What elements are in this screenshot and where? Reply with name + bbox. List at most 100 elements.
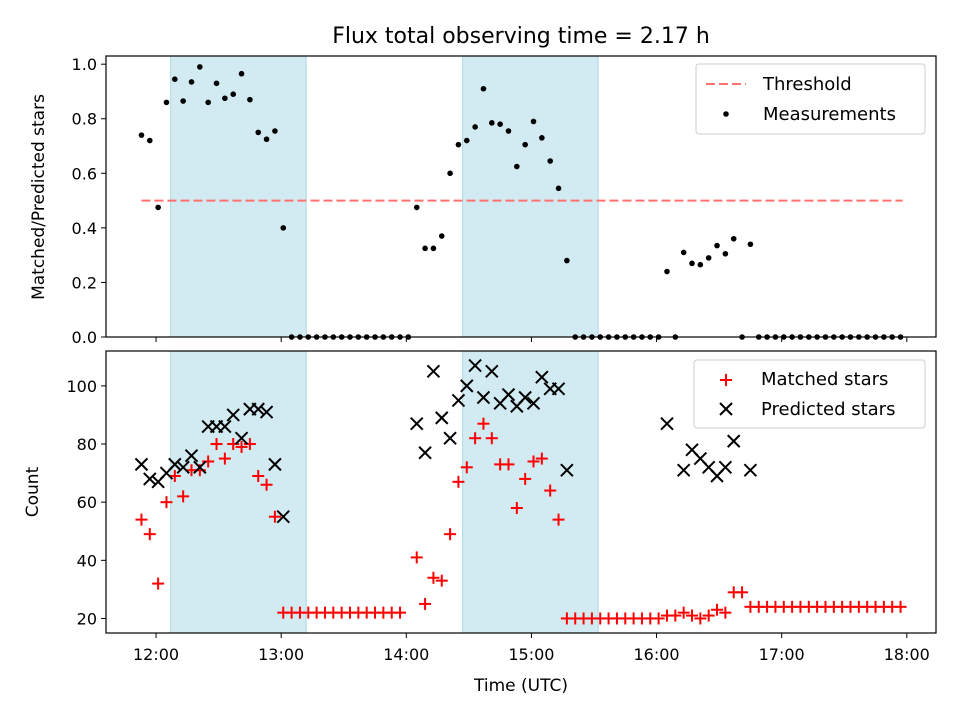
measurement-point bbox=[497, 121, 503, 128]
time-xtick-label: 18:00 bbox=[884, 645, 930, 664]
measurement-point bbox=[705, 255, 712, 261]
observing-band-1 bbox=[170, 55, 307, 338]
count-axes: 20 40 60 80 100 12:00 13:00 14:00 15:00 16:00 17:0… bbox=[66, 377, 929, 664]
observing-band-1 bbox=[170, 350, 307, 634]
measurement-point bbox=[422, 245, 428, 252]
predicted-star-point bbox=[468, 358, 482, 373]
measurement-axes: 0.0 0.2 0.4 0.6 0.8 1.0 bbox=[72, 55, 908, 347]
legend-predicted-swatch bbox=[719, 402, 733, 416]
measurement-point bbox=[547, 158, 553, 164]
count-ytick-label: 100 bbox=[66, 377, 97, 396]
matched-star-point bbox=[419, 597, 432, 610]
measurement-point bbox=[455, 141, 462, 148]
matched-star-point bbox=[711, 603, 724, 616]
measurement-point bbox=[197, 64, 203, 70]
measurement-point bbox=[730, 235, 737, 242]
matched-star-point bbox=[535, 452, 548, 465]
legend-measurements-swatch bbox=[723, 111, 729, 117]
predicted-star-point bbox=[193, 460, 207, 474]
measurement-point bbox=[489, 120, 495, 126]
measurement-point bbox=[413, 204, 420, 211]
predicted-star-point bbox=[184, 448, 199, 463]
matched-star-point bbox=[452, 475, 465, 488]
matched-star-point bbox=[427, 571, 440, 584]
predicted-star-point bbox=[501, 387, 516, 402]
predicted-star-point bbox=[435, 411, 449, 425]
matched-star-point bbox=[719, 606, 732, 619]
time-xtick-label: 15:00 bbox=[508, 645, 554, 664]
measurement-point bbox=[664, 268, 670, 275]
time-xtick-label: 12:00 bbox=[133, 645, 179, 664]
measurement-point bbox=[680, 249, 687, 256]
count-ytick-label: 20 bbox=[77, 609, 97, 628]
predicted-star-point bbox=[727, 434, 741, 448]
matched-star-point bbox=[210, 438, 223, 451]
measurement-point bbox=[514, 163, 520, 170]
matched-star-point bbox=[552, 513, 565, 526]
time-xtick-label: 13:00 bbox=[258, 645, 304, 664]
matched-star-point bbox=[485, 432, 498, 445]
predicted-star-point bbox=[535, 370, 549, 384]
predicted-star-point bbox=[410, 416, 424, 431]
matched-star-point bbox=[510, 501, 523, 514]
predicted-star-point bbox=[143, 472, 157, 486]
matched-star-point bbox=[669, 609, 682, 622]
measurement-point bbox=[472, 124, 478, 130]
time-xtick-label: 17:00 bbox=[759, 645, 805, 664]
matched-star-point bbox=[435, 574, 448, 587]
ratio-ytick-label: 0.6 bbox=[72, 164, 97, 183]
count-panel: 20 40 60 80 100 12:00 13:00 14:00 15:00 16:00 17:0… bbox=[23, 350, 937, 696]
measurement-point bbox=[230, 91, 237, 97]
legend-matched-label: Matched stars bbox=[761, 369, 888, 390]
measurement-point bbox=[263, 136, 270, 143]
measurement-point bbox=[480, 85, 487, 92]
matched-star-point bbox=[502, 458, 515, 471]
count-ytick-label: 60 bbox=[77, 493, 97, 512]
matched-star-point bbox=[152, 577, 165, 590]
predicted-star-point bbox=[660, 416, 674, 431]
matched-star-point bbox=[702, 609, 715, 622]
count-plot-frame bbox=[105, 350, 937, 634]
time-xtick-label: 14:00 bbox=[383, 645, 429, 664]
predicted-star-point bbox=[218, 419, 232, 434]
matched-star-point bbox=[227, 438, 240, 451]
y-axis-label-ratio: Matched/Predicted stars bbox=[29, 94, 49, 300]
predicted-star-point bbox=[551, 382, 566, 396]
matched-star-point bbox=[460, 461, 473, 474]
predicted-star-point bbox=[251, 402, 265, 416]
chart-title: Flux total observing time = 2.17 h bbox=[332, 24, 710, 49]
measurement-point bbox=[722, 250, 729, 257]
matched-star-point bbox=[168, 470, 181, 483]
legend-matched-swatch bbox=[720, 374, 732, 386]
measurement-point bbox=[463, 137, 470, 144]
count-ytick-label: 40 bbox=[77, 551, 97, 570]
observing-bands-top bbox=[170, 55, 599, 338]
predicted-star-point bbox=[518, 390, 532, 405]
ratio-ytick-label: 0.0 bbox=[72, 328, 97, 347]
measurement-point bbox=[146, 137, 153, 144]
matched-star-point bbox=[160, 496, 173, 509]
ratio-ytick-label: 0.8 bbox=[72, 110, 97, 129]
observing-band-2 bbox=[462, 55, 599, 338]
predicted-star-point bbox=[718, 460, 733, 474]
predicted-star-point bbox=[168, 457, 182, 472]
measurement-point bbox=[222, 95, 228, 102]
measurement-point bbox=[697, 261, 704, 268]
matched-star-point bbox=[444, 528, 457, 541]
count-marks bbox=[134, 358, 907, 625]
matched-star-point bbox=[252, 470, 265, 483]
predicted-star-point bbox=[234, 431, 249, 445]
ratio-ytick-label: 0.2 bbox=[72, 273, 97, 292]
measurement-point bbox=[272, 128, 278, 134]
predicted-star-point bbox=[259, 405, 274, 419]
measurement-point bbox=[188, 79, 195, 85]
matched-star-point bbox=[469, 432, 482, 445]
measurement-panel: 0.0 0.2 0.4 0.6 0.8 1.0 Matched/Predicted sta… bbox=[29, 55, 937, 347]
legend-predicted-label: Predicted stars bbox=[761, 399, 895, 420]
measurement-point bbox=[555, 185, 562, 192]
measurement-point bbox=[747, 241, 754, 248]
predicted-star-point bbox=[476, 390, 491, 405]
predicted-star-point bbox=[226, 408, 240, 422]
measurement-marks bbox=[138, 64, 904, 340]
